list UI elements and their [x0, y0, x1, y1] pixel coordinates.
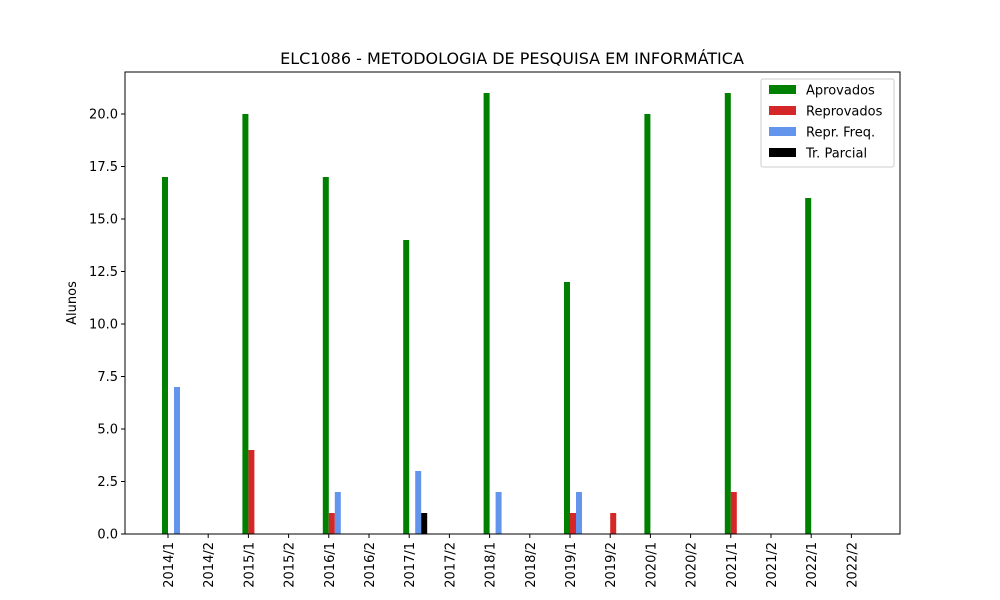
y-tick-label: 15.0 [89, 213, 118, 228]
x-tick-label: 2022/2 [845, 542, 860, 588]
x-tick-label: 2016/1 [323, 542, 338, 588]
y-tick-label: 12.5 [89, 265, 118, 280]
x-tick-label: 2018/2 [524, 542, 539, 588]
y-tick-label: 7.5 [97, 370, 118, 385]
x-tick-label: 2017/2 [443, 542, 458, 588]
bar-reprovados-2015-1 [248, 450, 255, 534]
bar-tr-parcial-2017-1 [421, 513, 428, 534]
legend-swatch [769, 127, 796, 136]
bar-aprovados-2017-1 [403, 240, 410, 534]
bar-aprovados-2015-1 [242, 114, 249, 534]
bar-repr-freq-2014-1 [174, 387, 180, 534]
x-tick-label: 2015/2 [283, 542, 298, 588]
x-tick-label: 2021/1 [725, 542, 740, 588]
chart-title: ELC1086 - METODOLOGIA DE PESQUISA EM INF… [280, 49, 744, 68]
x-tick-label: 2016/2 [363, 542, 378, 588]
y-tick-label: 5.0 [97, 423, 118, 438]
plot-frame [124, 71, 901, 535]
bar-repr-freq-2016-1 [334, 492, 341, 534]
legend-swatch [769, 106, 796, 115]
bar-reprovados-2019-2 [610, 513, 617, 534]
legend-label: Reprovados [806, 105, 883, 120]
bars-group [162, 93, 812, 534]
bar-repr-freq-2018-1 [495, 492, 502, 534]
bar-repr-freq-2017-1 [415, 471, 422, 534]
y-tick-label: 2.5 [97, 475, 118, 490]
x-tick-label: 2019/2 [604, 542, 619, 588]
bar-aprovados-2020-1 [644, 114, 651, 534]
bar-aprovados-2016-1 [322, 177, 329, 534]
legend-box [760, 78, 895, 168]
x-tick-label: 2017/1 [403, 542, 418, 588]
x-tick-label: 2014/2 [202, 542, 217, 588]
legend-swatch [769, 85, 796, 94]
bar-aprovados-2021-1 [724, 93, 731, 534]
legend-label: Aprovados [806, 84, 875, 99]
bar-aprovados-2018-1 [483, 93, 490, 534]
bar-aprovados-2022-1 [805, 198, 812, 534]
y-ticks: 0.0 2.5 5.0 7.5 10.0 12.5 15.0 17.5 20.0 [89, 108, 125, 543]
bar-repr-freq-2019-1 [576, 492, 582, 534]
y-tick-label: 17.5 [89, 160, 118, 175]
y-tick-label: 10.0 [89, 318, 118, 333]
bar-aprovados-2019-1 [564, 282, 570, 534]
x-tick-label: 2019/1 [564, 542, 579, 588]
x-tick-label: 2020/1 [644, 542, 659, 588]
x-ticks: 2014/1 2014/2 2015/1 2015/2 2016/1 2016/2 2017… [162, 534, 860, 588]
x-tick-label: 2020/2 [685, 542, 700, 588]
y-tick-label: 0.0 [97, 528, 118, 543]
legend-label: Repr. Freq. [806, 126, 875, 141]
y-tick-label: 20.0 [89, 108, 118, 123]
bar-reprovados-2019-1 [570, 513, 576, 534]
x-tick-label: 2014/1 [162, 542, 177, 588]
legend-swatch [769, 148, 796, 157]
legend-label: Tr. Parcial [805, 147, 867, 162]
bar-reprovados-2016-1 [328, 513, 335, 534]
x-tick-label: 2018/1 [484, 542, 499, 588]
x-tick-label: 2021/2 [765, 542, 780, 588]
legend: Aprovados Reprovados Repr. Freq. Tr. Parcia… [760, 78, 895, 168]
x-tick-label: 2015/1 [242, 542, 257, 588]
y-axis-label: Alunos [65, 281, 80, 325]
x-tick-label: 2022/1 [805, 542, 820, 588]
bar-aprovados-2014-1 [162, 177, 168, 534]
bar-reprovados-2021-1 [730, 492, 737, 534]
